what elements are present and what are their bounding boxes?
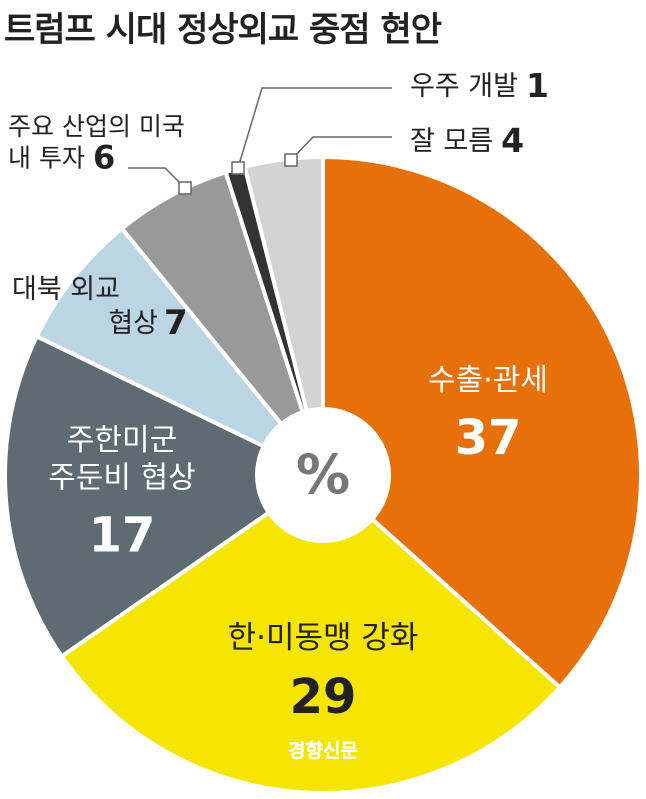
leader-line-우주-개발 [237,87,392,169]
pie-slice-수출-관세 [321,154,643,691]
slice-label-우주-개발: 우주 개발 [410,71,518,102]
slice-label-대북-외교-협상: 대북 외교 협상 [12,274,158,339]
slice-label-주한미군-주둔비-협상: 주한미군 주둔비 협상 [48,423,196,496]
leader-marker-주요-산업의-미국-내-투자 [178,181,192,195]
pie-slice-한-미동맹-강화 [58,472,563,795]
pie-slices [3,154,643,795]
leader-marker-우주-개발 [231,161,245,175]
slice-labels: 수출·관세 37 한·미동맹 강화 29 주한미군 주둔비 협상 17 대북 외교 협상 7 주요 … [8,66,549,725]
slice-value-수출-관세: 37 [455,410,522,466]
slice-label-수출-관세: 수출·관세 [428,363,548,398]
slice-value-주한미군-주둔비-협상: 17 [89,507,156,563]
leader-line-주요-산업의-미국-내-투자 [128,167,186,189]
slice-value-주요-산업의-미국-내-투자: 6 [93,138,115,176]
leader-line-잘-모름 [290,136,392,161]
chart-title: 트럼프 시대 정상외교 중점 현안 [4,10,442,50]
unit-label: % [296,443,350,506]
slice-value-잘-모름: 4 [501,121,524,160]
slice-value-한-미동맹-강화: 29 [290,669,357,725]
leader-lines [128,87,392,195]
credit-label: 경향신문 [288,740,358,762]
slice-value-대북-외교-협상: 7 [164,303,188,343]
pie-slice-대북-외교-협상 [34,225,325,477]
center-hole [255,407,391,543]
slice-label-한-미동맹-강화: 한·미동맹 강화 [228,620,419,656]
pie-slice-주한미군-주둔비-협상 [3,333,327,660]
leader-marker-잘-모름 [284,153,298,167]
slice-label-잘-모름: 잘 모름 [410,126,493,157]
slice-value-우주-개발: 1 [526,66,549,105]
slice-label-주요-산업의-미국-내-투자: 주요 산업의 미국 내 투자 [8,112,185,172]
